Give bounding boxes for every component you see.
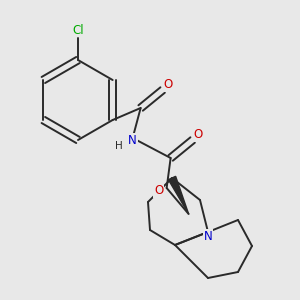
- Text: O: O: [193, 128, 202, 142]
- Text: O: O: [163, 79, 172, 92]
- Polygon shape: [168, 176, 189, 214]
- Text: Cl: Cl: [72, 23, 84, 37]
- Text: O: O: [154, 184, 163, 197]
- Text: N: N: [204, 230, 212, 242]
- Text: N: N: [128, 134, 137, 146]
- Text: H: H: [115, 141, 122, 151]
